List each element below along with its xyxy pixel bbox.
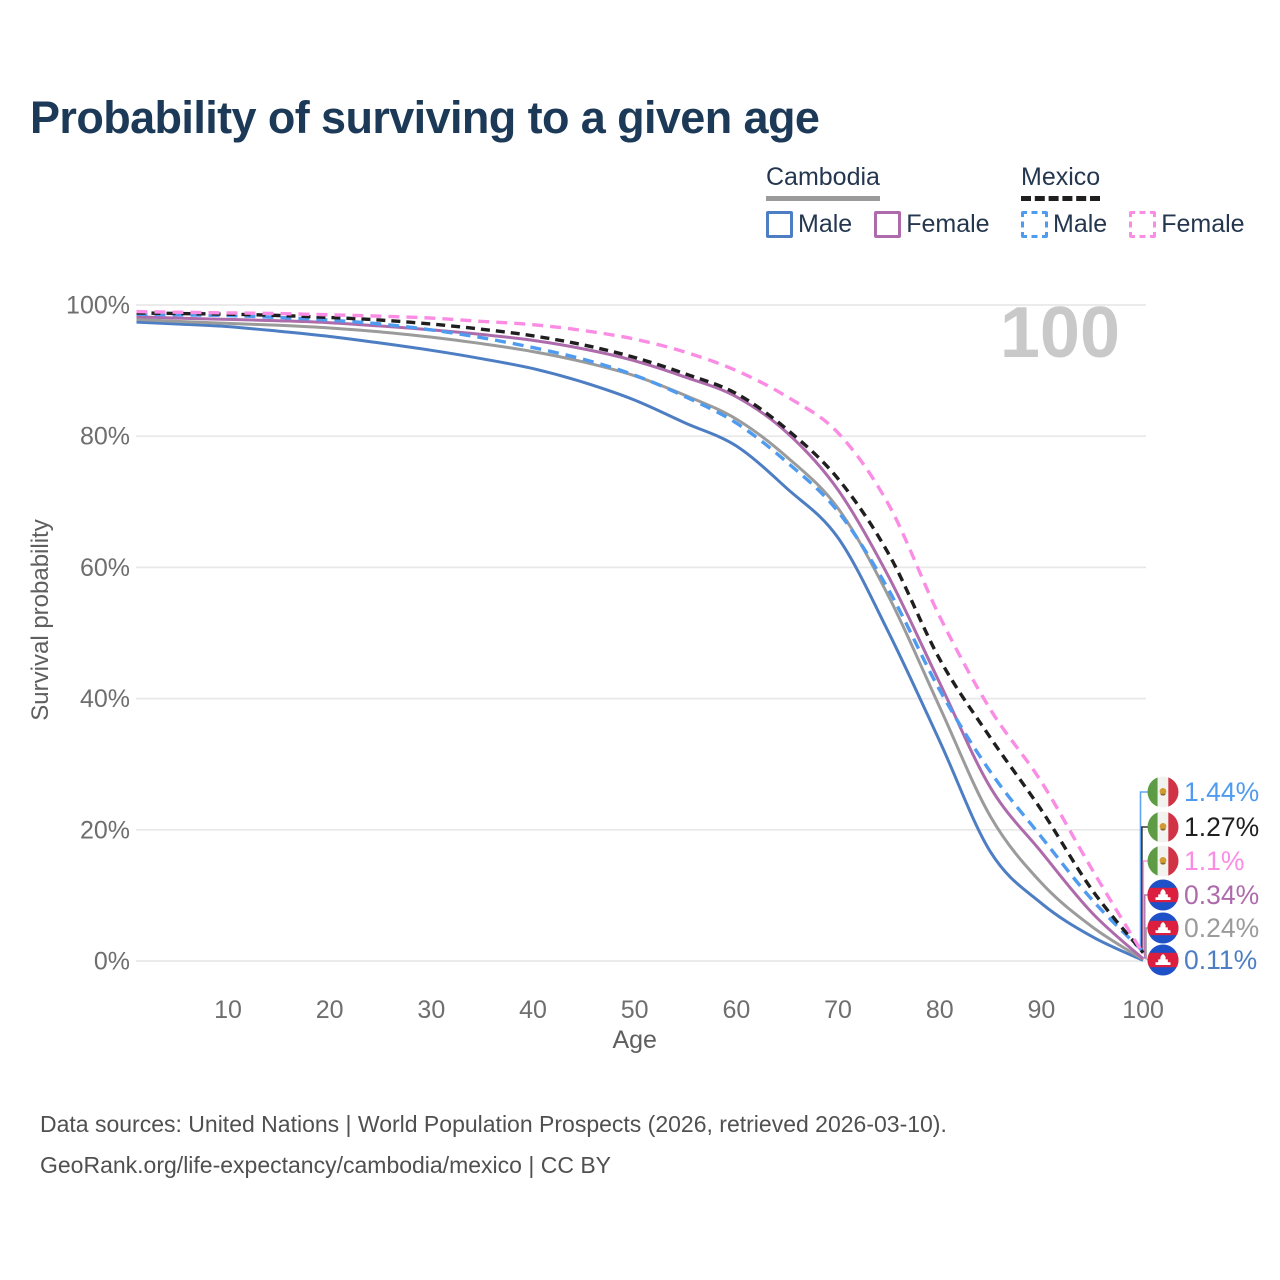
end-value-mexico: 1.27% (1184, 812, 1259, 842)
mexico-flag-icon (1147, 811, 1179, 843)
mexico-male-swatch-icon[interactable] (1021, 211, 1048, 238)
legend-group-cambodia: Cambodia Male Female (766, 163, 990, 239)
legend-label-mexico-male: Male (1053, 210, 1108, 238)
end-value-labels: 1.44% 1.27% 1.1% 0.34%0.24%0.11% (1147, 776, 1259, 976)
curve-cambodia-female (136, 315, 1145, 960)
survival-curves (136, 309, 1145, 962)
y-axis-title: Survival probability (27, 519, 54, 720)
x-axis-title: Age (612, 1026, 656, 1054)
x-tick-label: 100 (1122, 996, 1164, 1024)
y-tick-label: 60% (80, 554, 130, 582)
leader-line-mexico-female (1142, 860, 1148, 954)
curve-cambodia-male (136, 320, 1144, 962)
legend-item-mexico-male[interactable]: Male (1021, 210, 1107, 239)
footer-data-sources: Data sources: United Nations | World Pop… (40, 1111, 947, 1137)
x-tick-label: 60 (722, 996, 750, 1024)
gridlines: 0% 20% 40% 60% 80% 100% (66, 292, 1146, 976)
page-title: Probability of surviving to a given age (30, 92, 820, 143)
x-tick-label: 50 (621, 996, 649, 1024)
end-value-cambodia-female: 0.34% (1184, 880, 1259, 910)
leader-line-mexico-male (1139, 791, 1148, 952)
end-value-mexico-male: 1.44% (1184, 777, 1259, 807)
leader-line-mexico (1141, 826, 1148, 953)
cambodia-flag-icon (1147, 912, 1179, 944)
mexico-female-swatch-icon[interactable] (1129, 211, 1157, 238)
curve-mexico (136, 311, 1145, 954)
legend-label-mexico-female: Female (1161, 210, 1245, 238)
x-tick-label: 30 (417, 996, 445, 1024)
curve-cambodia (136, 317, 1144, 961)
legend-item-mexico-female[interactable]: Female (1129, 210, 1245, 239)
curve-mexico-male (136, 312, 1145, 953)
footer-attribution: GeoRank.org/life-expectancy/cambodia/mex… (40, 1152, 612, 1178)
footer: Data sources: United Nations | World Pop… (40, 1104, 947, 1186)
legend-label-cambodia-female: Female (906, 210, 990, 238)
mexico-flag-icon (1147, 845, 1179, 877)
leader-line-cambodia-female (1143, 894, 1148, 959)
leader-line-cambodia (1145, 927, 1148, 960)
y-tick-label: 80% (80, 423, 130, 451)
leader-lines (1139, 791, 1149, 961)
watermark-max-age: 100 (1000, 293, 1120, 373)
end-value-cambodia: 0.24% (1184, 913, 1259, 943)
x-tick-label: 80 (926, 996, 954, 1024)
legend-country-cambodia: Cambodia (766, 163, 880, 201)
x-tick-label: 10 (214, 996, 242, 1024)
cambodia-flag-icon (1147, 879, 1179, 911)
end-value-cambodia-male: 0.11% (1184, 945, 1257, 975)
curve-mexico-female (136, 309, 1145, 955)
x-tick-label: 20 (316, 996, 344, 1024)
cambodia-female-swatch-icon[interactable] (874, 211, 902, 238)
y-tick-label: 0% (94, 948, 130, 976)
cambodia-flag-icon (1147, 944, 1179, 976)
legend-item-cambodia-female[interactable]: Female (874, 210, 990, 239)
legend-label-cambodia-male: Male (798, 210, 853, 238)
legend-items-cambodia: Male Female (766, 210, 990, 239)
mexico-flag-icon (1147, 776, 1179, 808)
y-tick-label: 20% (80, 816, 130, 844)
legend-group-mexico: Mexico Male Female (1021, 163, 1245, 239)
x-tick-label: 40 (519, 996, 547, 1024)
legend-country-mexico: Mexico (1021, 163, 1101, 201)
x-tick-label: 90 (1028, 996, 1056, 1024)
legend-item-cambodia-male[interactable]: Male (766, 210, 852, 239)
cambodia-male-swatch-icon[interactable] (766, 211, 793, 238)
end-value-mexico-female: 1.1% (1184, 846, 1244, 876)
legend-items-mexico: Male Female (1021, 210, 1245, 239)
y-tick-label: 100% (66, 292, 130, 320)
y-tick-label: 40% (80, 685, 130, 713)
axes: 10 20 30 40 50 60 70 80 90 100 Age Survival probabi… (27, 519, 1164, 1054)
x-tick-label: 70 (824, 996, 852, 1024)
